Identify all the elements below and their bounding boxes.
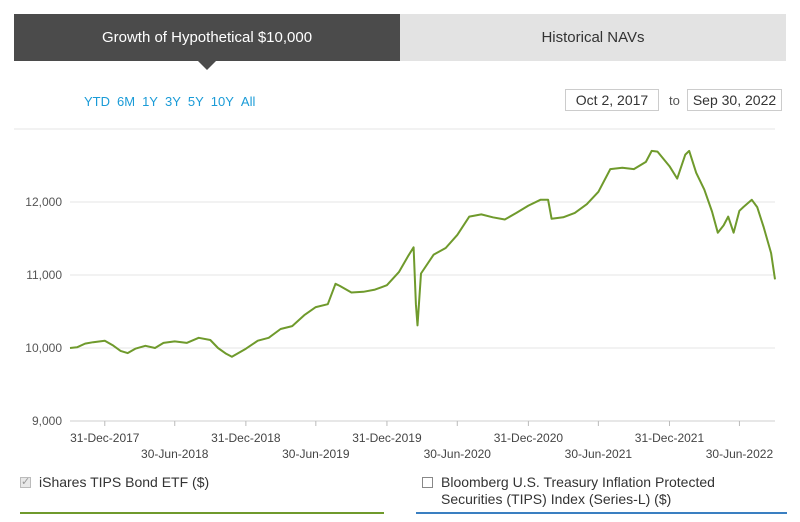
legend-checkbox-ishares[interactable]: [20, 475, 31, 488]
chart-tabs: Growth of Hypothetical $10,000 Historica…: [14, 14, 786, 70]
x-tick-label: 30-Jun-2021: [565, 447, 633, 461]
time-range-selector: YTD 6M 1Y 3Y 5Y 10Y All: [84, 94, 255, 109]
active-tab-pointer: [198, 61, 216, 70]
tab-historical-label: Historical NAVs: [541, 29, 645, 46]
legend-label-ishares: iShares TIPS Bond ETF ($): [39, 474, 210, 490]
date-range-separator: to: [669, 93, 680, 108]
y-tick-label: 10,000: [25, 341, 62, 355]
range-all[interactable]: All: [240, 94, 256, 109]
y-tick-label: 11,000: [26, 268, 62, 282]
y-axis-ticks: 9,000 10,000 11,000 12,000: [25, 195, 62, 428]
y-tick-label: 12,000: [25, 195, 62, 209]
x-tick-label: 31-Dec-2020: [494, 431, 564, 445]
series-line-ishares-tips: [69, 149, 776, 358]
legend-checkbox-bloomberg[interactable]: [422, 477, 433, 488]
legend-item-bloomberg-index[interactable]: Bloomberg U.S. Treasury Inflation Protec…: [416, 474, 787, 516]
chart-grid: [14, 128, 775, 422]
range-5y[interactable]: 5Y: [187, 94, 204, 109]
x-tick-label: 30-Jun-2018: [141, 447, 209, 461]
range-3y[interactable]: 3Y: [164, 94, 181, 109]
range-ytd[interactable]: YTD: [84, 94, 110, 109]
legend-color-bar-ishares: [20, 512, 384, 514]
legend-item-ishares-tips[interactable]: iShares TIPS Bond ETF ($): [20, 474, 386, 516]
x-tick-label: 31-Dec-2019: [352, 431, 422, 445]
x-tick-label: 30-Jun-2019: [282, 447, 350, 461]
end-date-input[interactable]: Sep 30, 2022: [687, 89, 782, 111]
tab-historical-navs[interactable]: Historical NAVs: [400, 14, 786, 61]
range-6m[interactable]: 6M: [117, 94, 136, 109]
x-tick-label: 30-Jun-2020: [424, 447, 492, 461]
x-tick-label: 31-Dec-2018: [211, 431, 281, 445]
start-date-input[interactable]: Oct 2, 2017: [565, 89, 659, 111]
tab-growth-hypothetical[interactable]: Growth of Hypothetical $10,000: [14, 14, 400, 70]
y-tick-label: 9,000: [32, 414, 62, 428]
series-layer: [69, 149, 776, 358]
x-tick-label: 31-Dec-2021: [635, 431, 705, 445]
x-tick-label: 31-Dec-2017: [70, 431, 140, 445]
tab-growth-label: Growth of Hypothetical $10,000: [101, 29, 313, 46]
legend-color-bar-bloomberg: [416, 512, 787, 514]
range-1y[interactable]: 1Y: [142, 94, 158, 109]
range-10y[interactable]: 10Y: [210, 94, 234, 109]
x-axis-ticks: 31-Dec-201730-Jun-201831-Dec-201830-Jun-…: [70, 421, 773, 461]
x-tick-label: 30-Jun-2022: [706, 447, 774, 461]
legend-label-bloomberg: Bloomberg U.S. Treasury Inflation Protec…: [441, 474, 715, 507]
